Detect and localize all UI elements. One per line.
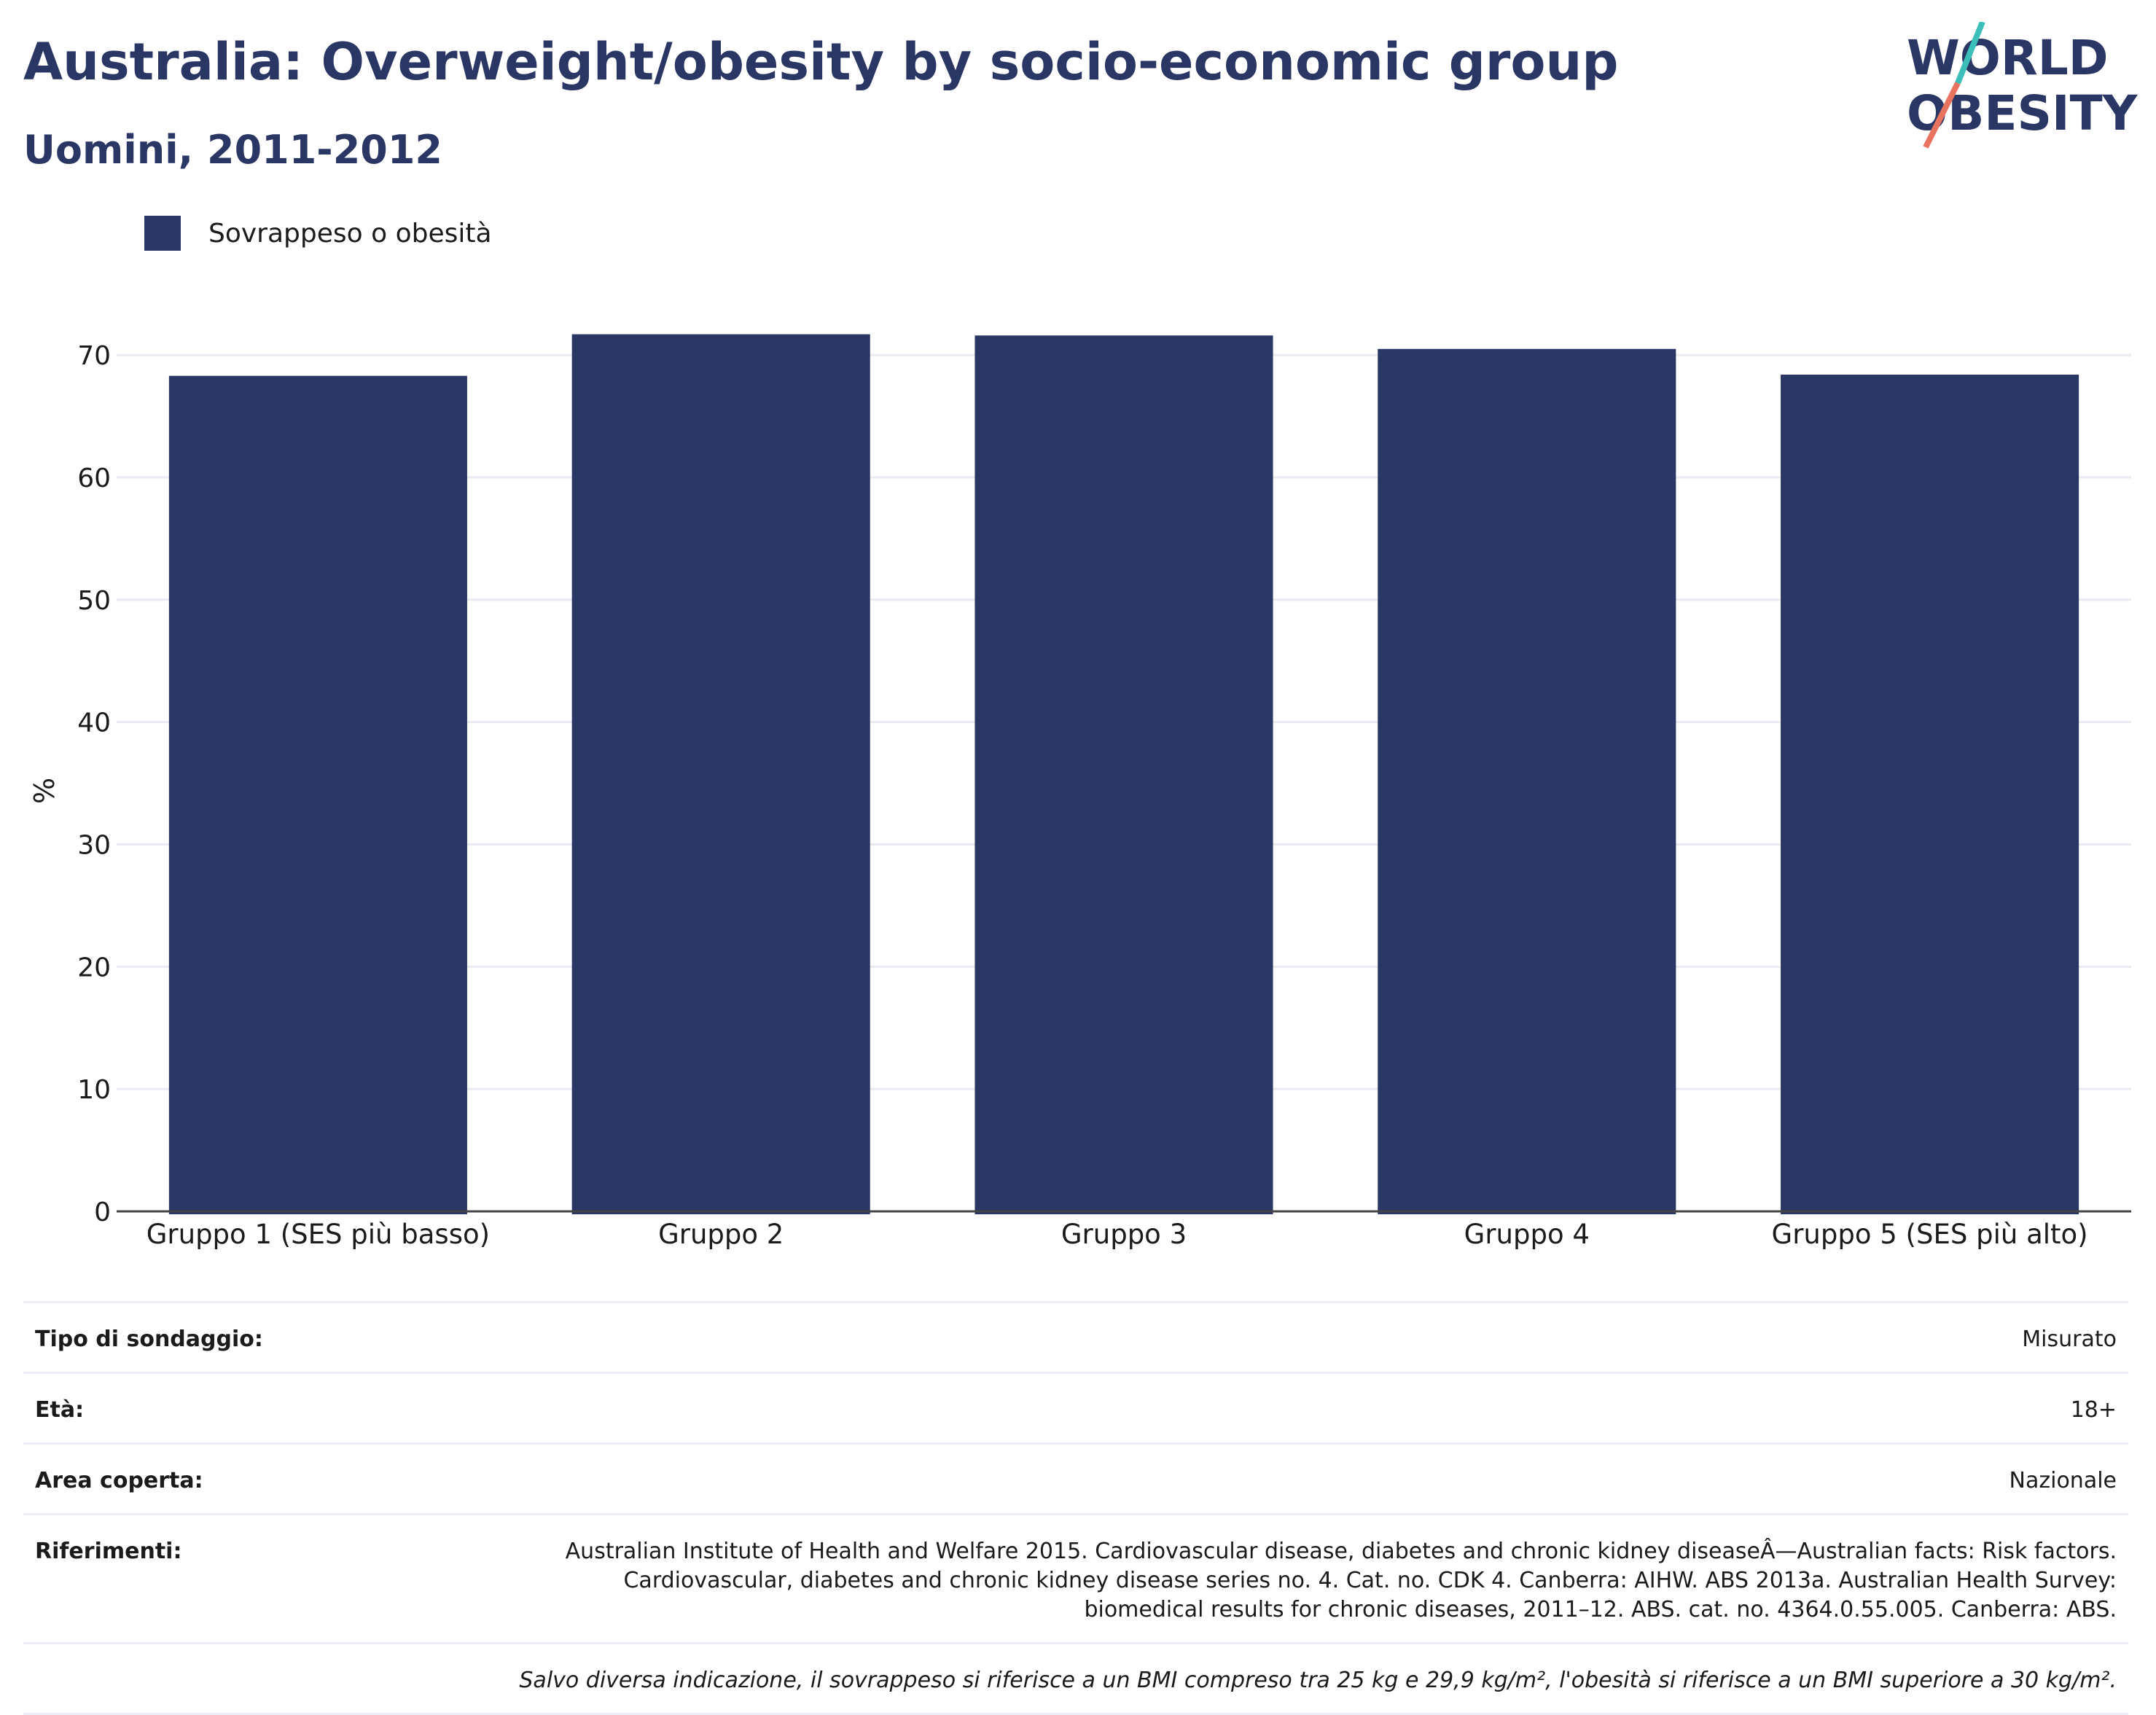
logo-word-world: WORLD [1907,30,2109,86]
info-note: Salvo diversa indicazione, il sovrappeso… [23,1642,2128,1715]
bar-chart: 0 10 20 30 40 50 60 70 % Gruppo 1 (SES più bass… [28,334,2131,1250]
info-value: Nazionale [2009,1468,2117,1493]
info-value: Australian Institute of Health and Welfa… [565,1539,2117,1622]
y-tick-label: 70 [77,341,111,371]
y-tick-label: 10 [77,1075,111,1105]
bar[interactable] [1781,374,2079,1214]
y-tick-label: 20 [77,953,111,982]
bars [168,334,2079,1215]
x-tick-label: Gruppo 3 [1061,1219,1187,1250]
info-row-survey-type: Tipo di sondaggio: Misurato [23,1301,2128,1372]
x-tick-label: Gruppo 5 (SES più alto) [1772,1219,2088,1250]
x-tick-label: Gruppo 2 [658,1219,784,1250]
legend-swatch [144,216,181,251]
info-key: Età: [35,1397,85,1423]
chart-subtitle: Uomini, 2011-2012 [23,127,442,173]
logo-slash-top [1955,22,1985,85]
bmi-note: Salvo diversa indicazione, il sovrappeso… [519,1668,2117,1693]
y-tick-label: 0 [94,1198,111,1227]
y-tick-label: 30 [77,830,111,860]
info-key: Tipo di sondaggio: [35,1327,263,1352]
y-tick-label: 40 [77,708,111,738]
world-obesity-logo: WORLD OBESITY [1907,22,2139,149]
info-value: 18+ [2070,1397,2117,1423]
y-tick-label: 50 [77,586,111,616]
bar[interactable] [1378,348,1676,1214]
bar[interactable] [975,335,1273,1215]
x-tick-label: Gruppo 1 (SES più basso) [147,1219,490,1250]
info-key: Riferimenti: [35,1539,182,1564]
y-axis-label: % [28,778,60,804]
legend[interactable]: Sovrappeso o obesità [144,216,492,251]
x-axis: Gruppo 1 (SES più basso) Gruppo 2 Gruppo 3… [147,1219,2088,1250]
bar[interactable] [168,375,467,1215]
info-row-area: Area coperta: Nazionale [23,1442,2128,1513]
info-key: Area coperta: [35,1468,203,1493]
info-row-references: Riferimenti: Australian Institute of Hea… [23,1513,2128,1642]
chart-title: Australia: Overweight/obesity by socio-e… [23,32,1619,92]
info-row-age: Età: 18+ [23,1372,2128,1442]
y-tick-label: 60 [77,464,111,493]
legend-label: Sovrappeso o obesità [208,218,492,249]
info-value: Misurato [2022,1327,2117,1352]
y-axis: 0 10 20 30 40 50 60 70 [77,341,111,1227]
info-table: Tipo di sondaggio: Misurato Età: 18+ Are… [23,1301,2128,1715]
bar[interactable] [571,334,870,1215]
x-tick-label: Gruppo 4 [1464,1219,1590,1250]
logo-slash-bottom [1923,82,1961,149]
